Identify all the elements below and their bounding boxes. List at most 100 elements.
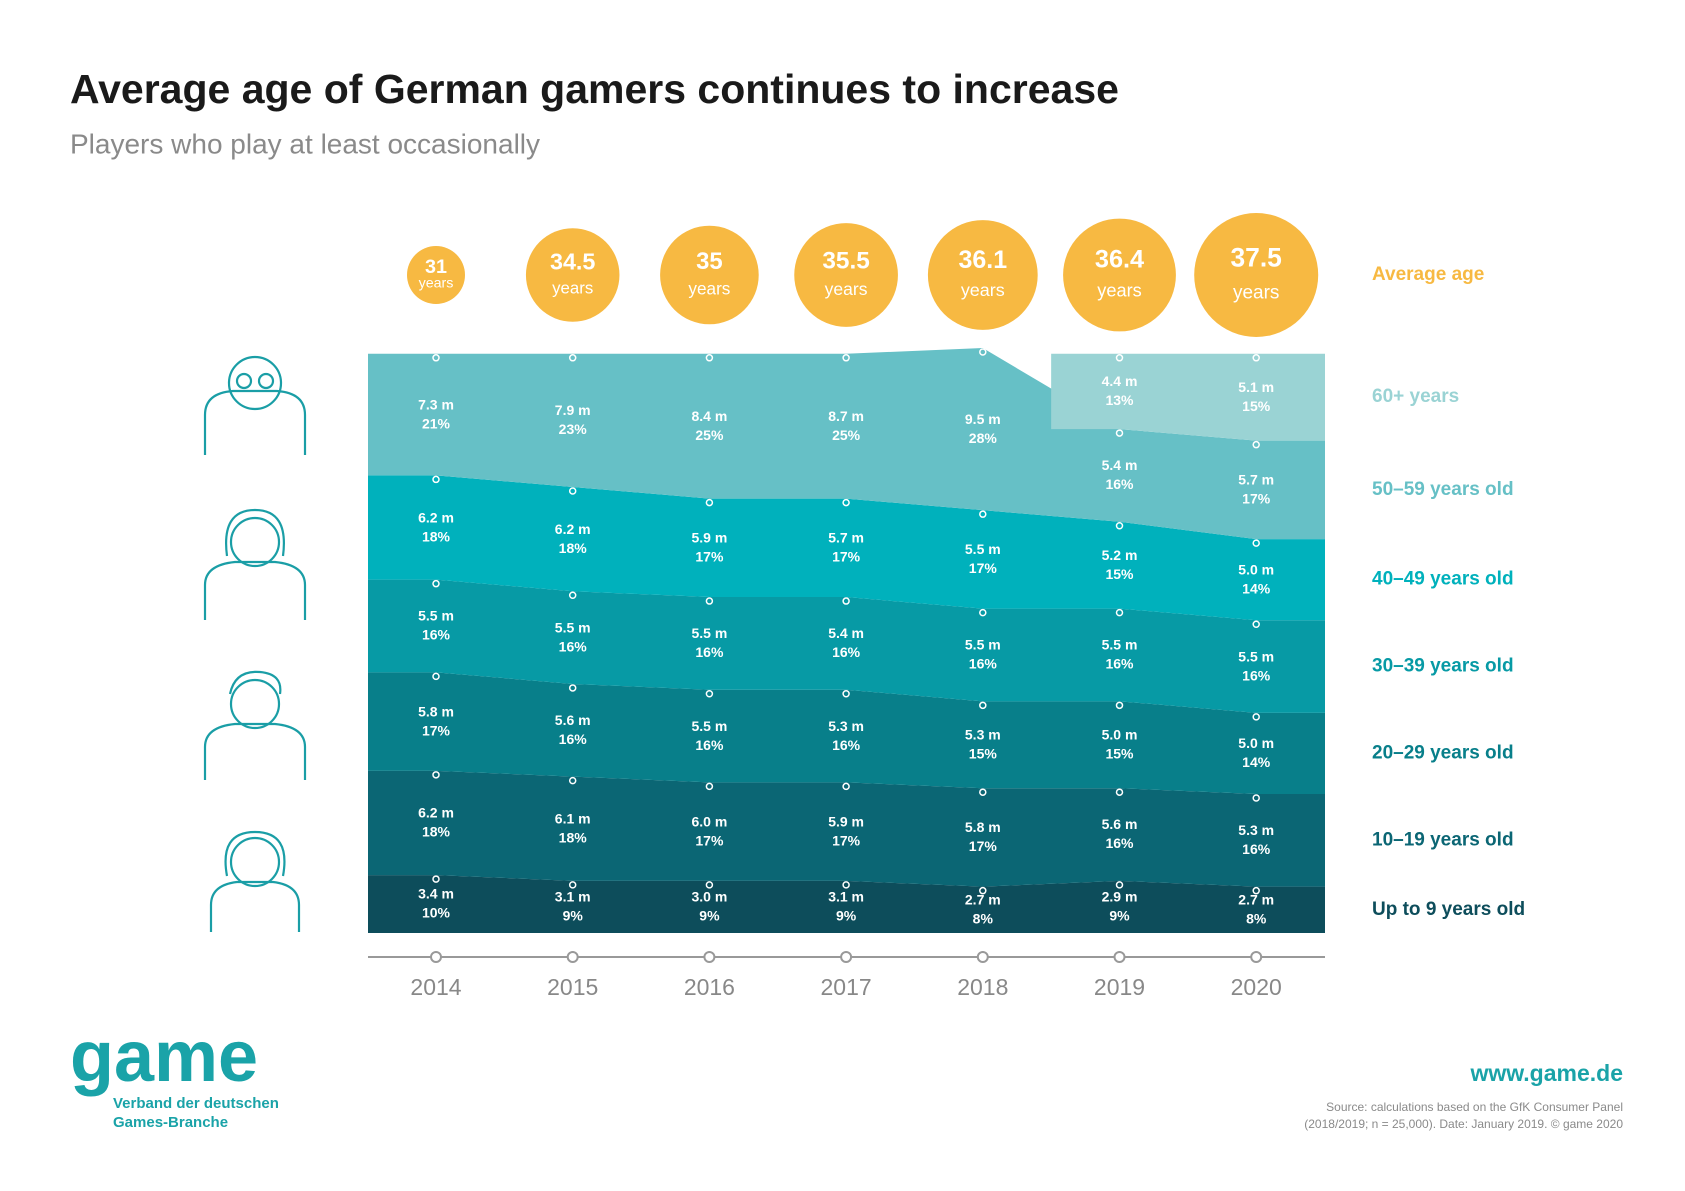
age-unit: years <box>825 279 868 299</box>
millions-label: 3.1 m <box>555 889 591 905</box>
person-icon <box>203 508 307 620</box>
area <box>368 875 1325 933</box>
millions-label: 5.0 m <box>1238 735 1274 751</box>
percent-label: 15% <box>969 745 998 761</box>
percent-label: 18% <box>559 540 588 556</box>
boundary-dot <box>979 788 987 796</box>
percent-label: 15% <box>1105 745 1134 761</box>
age-bubble <box>660 225 759 325</box>
legend-label: 60+ years <box>1372 386 1459 407</box>
percent-label: 8% <box>1246 911 1267 927</box>
millions-label: 5.3 m <box>1238 822 1274 838</box>
boundary-dot <box>979 608 987 617</box>
millions-label: 5.5 m <box>1102 637 1138 653</box>
age-unit: years <box>1233 283 1279 304</box>
x-tick-label: 2015 <box>547 974 598 1000</box>
chart-title: Average age of German gamers continues t… <box>70 66 1119 112</box>
age-value: 36.1 <box>958 246 1007 274</box>
percent-label: 17% <box>695 549 724 565</box>
percent-label: 17% <box>969 838 998 854</box>
boundary-dot <box>1115 701 1124 710</box>
percent-label: 16% <box>695 737 724 753</box>
area <box>368 672 1325 794</box>
legend-label: Average age <box>1372 264 1484 285</box>
boundary-dot <box>1115 354 1124 362</box>
percent-label: 13% <box>1105 392 1134 408</box>
boundary-dot <box>568 684 577 692</box>
person-icon <box>209 830 301 932</box>
age-bubble <box>525 228 620 322</box>
boundary-dot <box>979 701 987 710</box>
percent-label: 14% <box>1242 754 1271 770</box>
age-value: 34.5 <box>550 248 595 274</box>
legend-label: 10–19 years old <box>1372 829 1514 850</box>
boundary-dot <box>1252 886 1260 895</box>
boundary-dot <box>842 689 850 698</box>
person-icon <box>203 355 307 455</box>
percent-label: 16% <box>1105 835 1134 851</box>
boundary-dot <box>705 881 714 889</box>
boundary-dot <box>705 782 714 791</box>
boundary-dot <box>842 354 850 362</box>
org-name: Games-Branche <box>113 1114 228 1131</box>
boundary-dot <box>568 591 577 600</box>
percent-label: 16% <box>969 656 998 672</box>
age-bubble <box>1194 213 1319 337</box>
x-tick <box>840 951 853 963</box>
percent-label: 14% <box>1242 580 1271 596</box>
age-bubble <box>407 246 465 304</box>
age-unit: years <box>961 280 1005 300</box>
age-value: 37.5 <box>1231 242 1282 272</box>
legend-label: 50–59 years old <box>1372 479 1514 500</box>
millions-label: 5.2 m <box>1102 547 1138 563</box>
percent-label: 9% <box>563 908 584 924</box>
boundary-dot <box>979 510 987 518</box>
millions-label: 5.7 m <box>828 530 864 546</box>
boundary-dot <box>842 782 850 791</box>
percent-label: 28% <box>969 430 998 446</box>
age-value: 35.5 <box>822 247 869 274</box>
percent-label: 16% <box>1242 667 1271 683</box>
millions-label: 6.2 m <box>418 805 454 821</box>
boundary-dot <box>705 597 714 605</box>
percent-label: 10% <box>422 905 451 921</box>
x-tick-label: 2016 <box>684 974 735 1000</box>
millions-label: 5.4 m <box>1102 457 1138 473</box>
x-tick <box>430 951 442 963</box>
boundary-dot <box>432 579 440 588</box>
url[interactable]: www.game.de <box>1469 1060 1623 1086</box>
millions-label: 8.7 m <box>828 408 864 424</box>
percent-label: 9% <box>699 908 720 924</box>
millions-label: 5.3 m <box>965 726 1001 742</box>
percent-label: 16% <box>559 638 588 654</box>
boundary-dot <box>432 771 440 779</box>
millions-label: 5.5 m <box>1238 648 1274 664</box>
millions-label: 5.9 m <box>828 813 864 829</box>
millions-label: 6.2 m <box>555 521 591 537</box>
age-bubble <box>794 223 898 327</box>
area <box>368 475 1325 621</box>
millions-label: 5.8 m <box>418 703 454 719</box>
millions-label: 2.7 m <box>1238 892 1274 908</box>
legend-label: Up to 9 years old <box>1372 899 1525 920</box>
millions-label: 5.5 m <box>965 637 1001 653</box>
area <box>368 579 1325 713</box>
boundary-dot <box>432 672 440 681</box>
boundary-dot <box>705 689 714 698</box>
boundary-dot <box>1252 713 1260 721</box>
chart-subtitle: Players who play at least occasionally <box>70 128 540 159</box>
percent-label: 25% <box>832 427 861 443</box>
org-name: Verband der deutschen <box>113 1095 279 1112</box>
boundary-dot <box>1252 539 1260 547</box>
boundary-dot <box>1115 788 1124 796</box>
age-unit: years <box>552 278 593 297</box>
percent-label: 23% <box>559 421 588 437</box>
boundary-dot <box>1252 794 1260 802</box>
source: Source: calculations based on the GfK Co… <box>1326 1100 1623 1114</box>
x-tick-label: 2018 <box>957 974 1008 1000</box>
x-tick <box>1113 951 1126 963</box>
boundary-dot <box>1115 881 1124 889</box>
percent-label: 16% <box>695 644 724 660</box>
millions-label: 6.2 m <box>418 509 454 525</box>
percent-label: 9% <box>836 908 857 924</box>
